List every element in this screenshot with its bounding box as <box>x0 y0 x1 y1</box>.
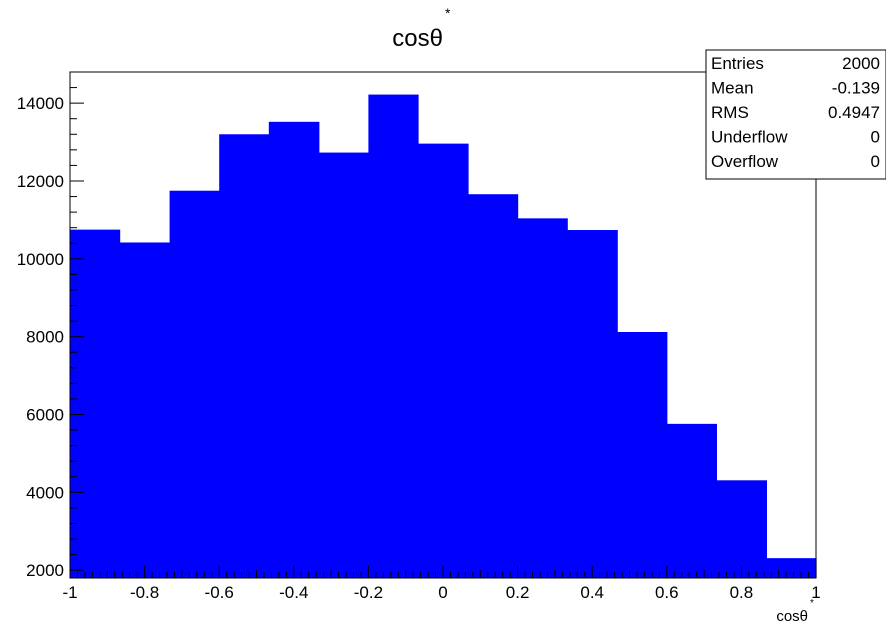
histogram-bar <box>268 121 320 579</box>
y-tick-label: 8000 <box>26 328 64 347</box>
x-tick-label: 0.6 <box>655 583 679 602</box>
x-axis-title-superscript: * <box>810 598 814 609</box>
x-tick-label: -0.2 <box>354 583 383 602</box>
stats-value: 2000 <box>842 54 880 73</box>
stats-label: Mean <box>711 79 754 98</box>
x-tick-label: 0.4 <box>580 583 604 602</box>
x-tick-label: -0.8 <box>130 583 159 602</box>
histogram-bar <box>169 190 220 578</box>
x-tick-labels: -1 -0.8 -0.6 -0.4 -0.2 0 0.2 0.4 0.6 0.8 1 <box>62 583 820 602</box>
histogram-bar <box>617 332 668 578</box>
stats-box-frame <box>705 49 886 180</box>
y-tick-label: 4000 <box>26 483 64 502</box>
axis-ticks <box>69 71 817 578</box>
histogram-bars <box>70 94 817 579</box>
y-tick-label: 6000 <box>26 406 64 425</box>
stats-box: Entries 2000 Mean -0.139 RMS 0.4947 Underflow 0… <box>705 49 886 180</box>
stats-value: 0 <box>871 152 880 171</box>
stats-rows: Entries 2000 Mean -0.139 RMS 0.4947 Underflow 0… <box>711 54 880 171</box>
x-tick-label: 1 <box>811 583 820 602</box>
stats-label: Overflow <box>711 152 779 171</box>
x-tick-label: -0.6 <box>205 583 234 602</box>
histogram-bar <box>318 152 369 578</box>
histogram-bar <box>517 218 568 578</box>
x-axis-title: cosθ <box>776 608 808 625</box>
histogram-bar <box>70 229 121 578</box>
stats-value: 0 <box>871 128 880 147</box>
histogram-bar <box>766 558 817 578</box>
plot-frame <box>69 71 817 579</box>
x-tick-label: -1 <box>62 583 77 602</box>
y-tick-labels: 2000 4000 6000 8000 10000 12000 14000 <box>17 94 64 580</box>
histogram-bar <box>666 423 718 578</box>
y-tick-label: 14000 <box>17 94 64 113</box>
histogram-bar <box>418 143 469 578</box>
histogram-bar <box>467 194 519 579</box>
histogram-bar <box>119 242 171 578</box>
stats-label: Entries <box>711 54 764 73</box>
stats-value: -0.139 <box>832 79 880 98</box>
histogram-bar <box>219 134 270 578</box>
stats-label: Underflow <box>711 128 788 147</box>
stats-value: 0.4947 <box>828 103 880 122</box>
stats-label: RMS <box>711 103 749 122</box>
y-tick-label: 12000 <box>17 172 64 191</box>
x-tick-label: 0.8 <box>730 583 754 602</box>
histogram-bar <box>716 480 767 578</box>
x-tick-label: -0.4 <box>279 583 308 602</box>
histogram-bar <box>368 94 419 579</box>
chart-title-superscript: * <box>445 5 451 21</box>
x-tick-label: 0 <box>438 583 447 602</box>
y-tick-label: 10000 <box>17 250 64 269</box>
x-tick-label: 0.2 <box>506 583 530 602</box>
y-tick-label: 2000 <box>26 561 64 580</box>
chart-title: cosθ <box>392 25 443 52</box>
histogram-bar <box>567 230 618 578</box>
